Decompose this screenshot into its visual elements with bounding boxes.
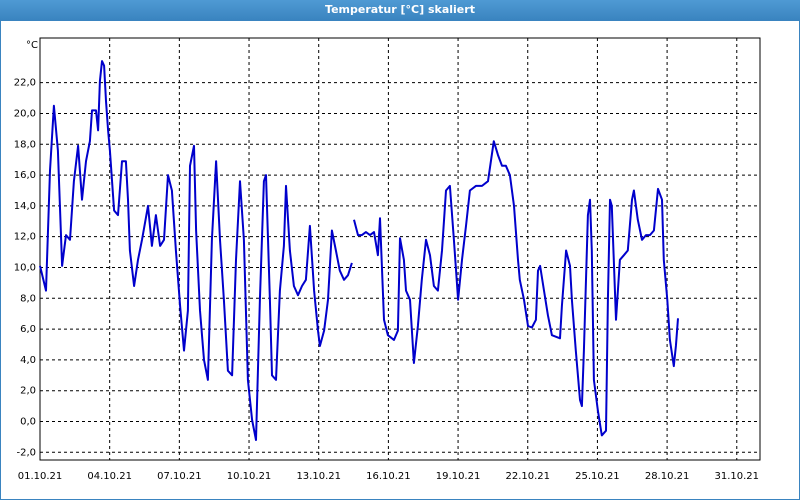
x-tick-label: 10.10.21 — [227, 471, 272, 482]
y-tick-label: 20,0 — [14, 108, 36, 119]
y-tick-label: 18,0 — [14, 139, 36, 150]
x-tick-label: 01.10.21 — [18, 471, 63, 482]
y-tick-label: 6,0 — [20, 324, 36, 335]
x-tick-label: 13.10.21 — [296, 471, 341, 482]
x-tick-label: 16.10.21 — [366, 471, 411, 482]
x-tick-label: 19.10.21 — [436, 471, 481, 482]
x-tick-label: 31.10.21 — [715, 471, 760, 482]
y-tick-label: 0,0 — [20, 416, 36, 427]
y-axis-unit: °C — [26, 40, 38, 51]
y-tick-label: 4,0 — [20, 355, 36, 366]
y-tick-label: -2,0 — [16, 447, 36, 458]
y-tick-label: 22,0 — [14, 78, 36, 89]
x-tick-label: 04.10.21 — [87, 471, 132, 482]
x-tick-label: 07.10.21 — [157, 471, 202, 482]
y-tick-label: 8,0 — [20, 293, 36, 304]
y-tick-label: 16,0 — [14, 170, 36, 181]
x-tick-label: 22.10.21 — [505, 471, 550, 482]
y-tick-label: 10,0 — [14, 262, 36, 273]
x-tick-label: 28.10.21 — [645, 471, 690, 482]
data-line — [39, 60, 679, 441]
x-tick-label: 25.10.21 — [575, 471, 620, 482]
y-tick-label: 12,0 — [14, 232, 36, 243]
y-tick-label: 2,0 — [20, 386, 36, 397]
y-tick-label: 14,0 — [14, 201, 36, 212]
title-bar: Temperatur [°C] skaliert — [0, 0, 800, 20]
